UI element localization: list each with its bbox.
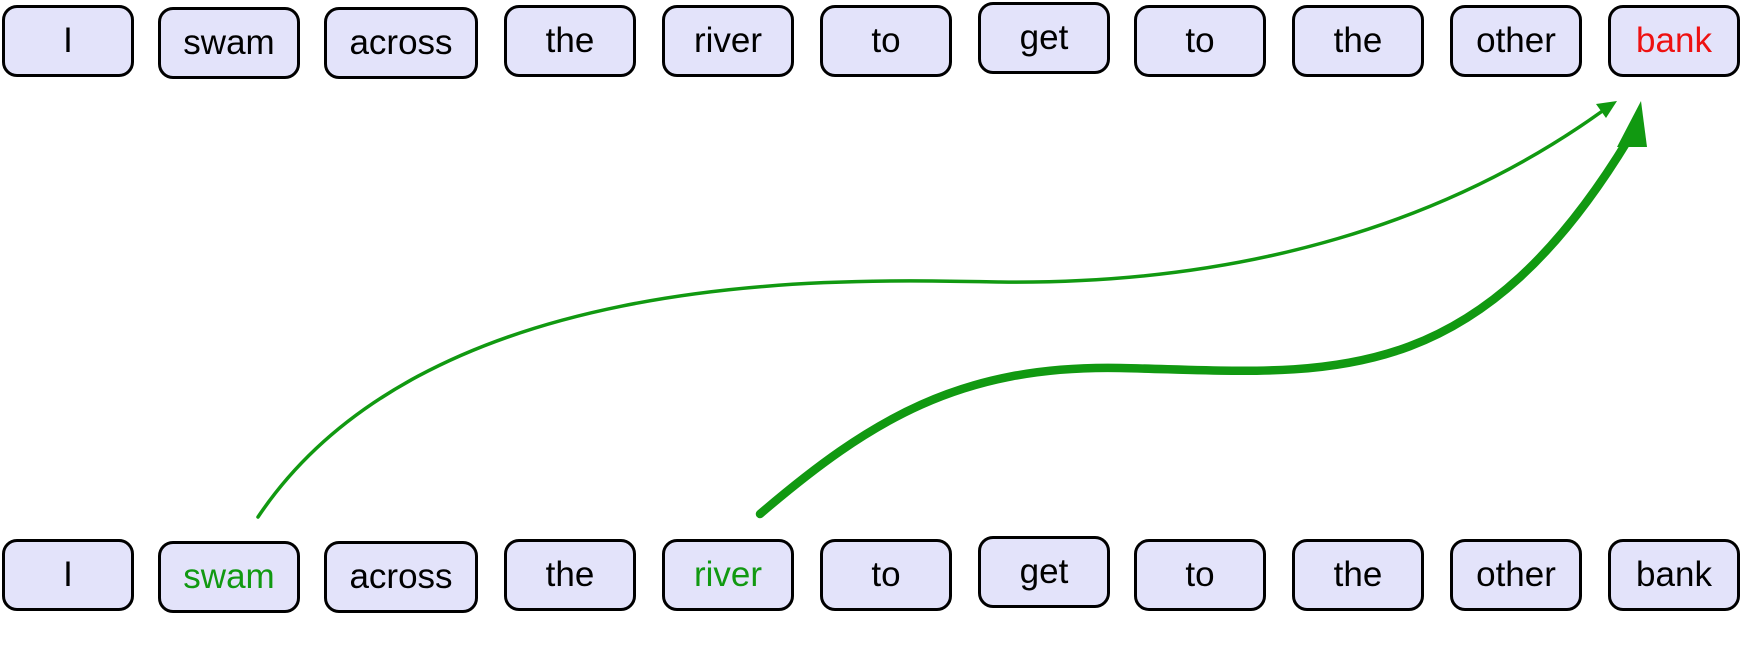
attention-arrow-river-to-bank — [755, 135, 1633, 519]
top-token-the: the — [504, 5, 636, 77]
bottom-token-i: I — [2, 539, 134, 611]
arrowhead-river-to-bank — [1617, 101, 1647, 147]
bottom-token-the-2: the — [1292, 539, 1424, 611]
key-sentence-row: I swam across the river to get to the ot… — [0, 534, 1743, 624]
query-sentence-row: I swam across the river to get to the ot… — [0, 0, 1743, 90]
bottom-token-to: to — [820, 539, 952, 611]
top-token-get: get — [978, 2, 1110, 74]
top-token-to-2: to — [1134, 5, 1266, 77]
bottom-token-swam: swam — [158, 541, 300, 613]
bottom-token-other: other — [1450, 539, 1582, 611]
top-token-to: to — [820, 5, 952, 77]
arrowhead-swam-to-bank — [1596, 101, 1617, 118]
bottom-token-to-2: to — [1134, 539, 1266, 611]
top-token-other: other — [1450, 5, 1582, 77]
top-token-i: I — [2, 5, 134, 77]
top-token-river: river — [662, 5, 794, 77]
attention-arrow-swam-to-bank — [256, 110, 1603, 519]
bottom-token-across: across — [324, 541, 478, 613]
top-token-the-2: the — [1292, 5, 1424, 77]
top-token-swam: swam — [158, 7, 300, 79]
top-token-across: across — [324, 7, 478, 79]
bottom-token-the: the — [504, 539, 636, 611]
bottom-token-bank: bank — [1608, 539, 1740, 611]
bottom-token-get: get — [978, 536, 1110, 608]
bottom-token-river: river — [662, 539, 794, 611]
top-token-bank: bank — [1608, 5, 1740, 77]
